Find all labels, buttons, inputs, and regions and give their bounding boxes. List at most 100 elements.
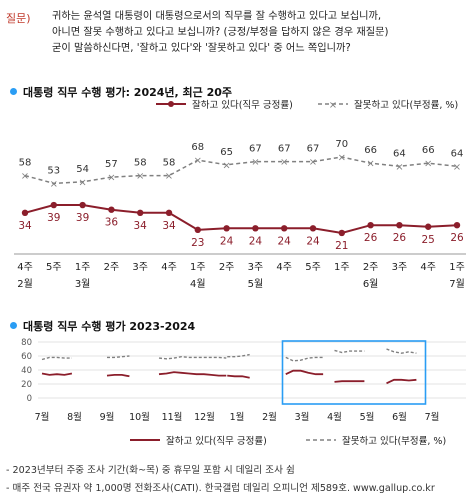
chart2-negative-segment [107,355,130,359]
negative-data-label: 70 [335,139,348,150]
positive-data-label: 24 [278,235,292,247]
chart2-legend-positive-label: 잘하고 있다(직무 긍정률) [166,435,267,447]
chart2-x-tick-label: 7월 [425,411,440,423]
chart1-x-tick-label: 2주 [104,262,120,273]
positive-point [223,225,230,232]
positive-data-label: 34 [18,220,32,232]
chart1-month-label: 7월 [449,278,465,290]
chart2-title: 대통령 직무 수행 평가 2023-2024 [10,318,195,334]
chart2-legend: 잘하고 있다(직무 긍정률) 잘못하고 있다(부정률, %) [130,435,446,447]
chart1-x-tick-label: 2주 [363,262,379,273]
chart2-x-tick-label: 9월 [100,411,115,423]
chart2-positive-segment [386,378,417,385]
negative-data-label: 65 [220,147,233,158]
negative-point: × [338,153,346,164]
positive-point [252,225,259,232]
chart1-month-label: 6월 [363,278,379,290]
positive-point [281,225,288,232]
chart1-x-tick-label: 4주 [276,262,292,273]
chart1-month-label: 2월 [17,278,33,290]
chart1-x-tick-label: 5주 [46,262,62,273]
negative-point: × [424,159,432,170]
positive-point [165,209,173,216]
chart2-highlight-box [281,340,427,405]
chart2-x-tick-label: 1월 [230,411,245,423]
positive-data-label: 24 [249,235,263,247]
chart1-svg: 잘하고 있다(직무 긍정률) × 잘못하고 있다(부정률, %) × 58 × 53 × 54 ×… [14,99,466,290]
positive-data-label: 21 [335,240,348,252]
chart1-title-text: 대통령 직무 수행 평가: 2024년, 최근 20주 [23,86,233,99]
positive-data-label: 24 [220,235,234,247]
chart2-negative-segment [334,349,365,354]
chart2-x-tick-label: 12월 [194,411,215,423]
positive-point [425,223,432,230]
chart1-x-tick-label: 4주 [17,262,33,273]
negative-point: × [50,179,58,190]
negative-point: × [280,157,288,168]
positive-data-label: 39 [76,212,89,224]
question-text: 귀하는 윤석열 대통령이 대통령으로서의 직무를 잘 수행하고 있다고 보십니까… [52,11,389,54]
negative-data-label: 67 [278,144,291,155]
negative-point: × [165,171,173,182]
legend-negative-marker: × [329,100,337,111]
chart2-positive-segment [41,372,73,376]
chart1-legend: 잘하고 있다(직무 긍정률) × 잘못하고 있다(부정률, %) [156,99,458,111]
negative-point: × [222,160,230,171]
chart1-month-label: 4월 [190,278,206,290]
chart2-y-tick-label: 60 [21,352,32,362]
legend-positive-marker [168,101,174,107]
chart2-x-tick-label: 3월 [295,411,310,423]
chart2-x-tick-label: 4월 [327,411,342,423]
positive-data-label: 26 [393,232,407,244]
chart2-x-tick-label: 11월 [162,411,183,423]
chart1-x-tick-label: 3주 [132,262,148,273]
chart1-month-label: 3월 [75,278,91,290]
chart1-x-tick-label: 1주 [449,262,465,273]
chart1-x-tick-label: 5주 [305,262,321,273]
negative-data-label: 58 [163,158,176,169]
positive-data-label: 39 [47,212,60,224]
chart2-title-text: 대통령 직무 수행 평가 2023-2024 [23,320,196,333]
negative-point: × [107,173,115,184]
negative-point: × [309,157,317,168]
chart2-positive-segment [106,374,130,378]
positive-data-label: 23 [191,237,204,249]
chart2-x-tick-label: 5월 [360,411,375,423]
chart2-negative-segment [41,356,72,361]
positive-point [367,222,374,229]
negative-point: × [136,171,144,182]
chart1-x-tick-label: 1주 [75,262,91,273]
positive-point [309,225,317,232]
negative-data-label: 66 [364,145,377,156]
negative-data-label: 67 [249,144,262,155]
chart2-x-tick-label: 6월 [392,411,407,423]
negative-point: × [366,159,374,170]
series-positive-line [24,204,458,234]
positive-point [194,226,201,234]
chart2-positive-segment [158,371,227,377]
chart2-legend-negative-label: 잘못하고 있다(부정률, %) [342,435,446,447]
negative-data-label: 68 [191,142,204,153]
negative-point: × [78,177,86,188]
positive-point [137,209,144,216]
negative-point: × [395,162,403,173]
negative-point: × [21,171,29,182]
negative-data-label: 66 [422,145,435,156]
chart2-y-tick-label: 20 [21,380,32,390]
chart2-y-tick-label: 40 [21,366,32,376]
legend-positive-label: 잘하고 있다(직무 긍정률) [192,99,293,111]
chart2-x-tick-label: 2월 [262,411,277,423]
chart1-x-tick-label: 4주 [161,262,177,273]
negative-data-label: 67 [307,144,320,155]
positive-point [108,206,115,213]
negative-data-label: 58 [134,158,147,169]
positive-point [396,222,403,229]
footnote-1: - 2023년부터 주중 조사 기간(화~목) 중 휴무일 포함 시 데일리 조… [6,465,295,476]
negative-point: × [251,157,259,168]
bullet-icon [10,322,17,329]
positive-point [453,222,461,229]
positive-data-label: 34 [134,220,148,232]
chart2-negative-segment [386,348,417,354]
positive-data-label: 34 [162,220,176,232]
